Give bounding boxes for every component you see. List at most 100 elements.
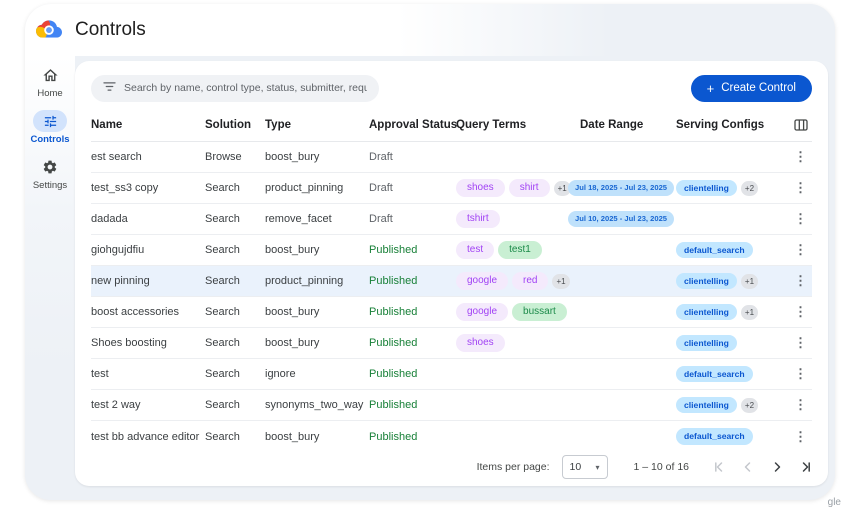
sidebar-item-home[interactable]: Home	[33, 64, 67, 99]
cell-actions: ⋮	[794, 242, 813, 258]
cell-serving-configs: default_search	[676, 241, 794, 259]
cell-type: product_pinning	[265, 182, 344, 194]
kebab-menu-icon[interactable]: ⋮	[794, 335, 807, 350]
items-per-page-select[interactable]: 10 ▾	[561, 455, 608, 479]
cell-query-terms: shoes	[456, 334, 580, 352]
cell-solution: Search	[205, 337, 240, 349]
query-term-chip: test	[456, 241, 495, 259]
cell-approval-status: Published	[369, 337, 456, 349]
tune-icon	[33, 110, 67, 132]
table-row[interactable]: test 2 way Search synonyms_two_way Publishe…	[91, 390, 812, 421]
more-count-badge: +1	[740, 304, 759, 320]
cell-name: test_ss3 copy	[91, 182, 159, 194]
table-row[interactable]: boost accessories Search boost_bury Publish…	[91, 297, 812, 328]
search-input[interactable]	[124, 82, 367, 94]
cell-type: product_pinning	[265, 275, 344, 287]
kebab-menu-icon[interactable]: ⋮	[794, 366, 807, 381]
column-header-name: Name	[91, 119, 123, 131]
table-row[interactable]: est search Browse boost_bury Draft ⋮	[91, 142, 812, 173]
previous-page-icon[interactable]	[742, 461, 754, 473]
status-text: Published	[369, 430, 418, 443]
query-term-chip: shirt	[508, 179, 550, 197]
cell-actions: ⋮	[794, 397, 813, 413]
table-row[interactable]: dadada Search remove_facet Draft tshirt Jul 1…	[91, 204, 812, 235]
table-body: est search Browse boost_bury Draft ⋮ test_ss3…	[91, 142, 812, 452]
first-page-icon[interactable]	[713, 461, 725, 473]
column-header-status: Approval Status	[369, 119, 458, 131]
cell-query-terms: google bussart	[456, 303, 580, 321]
cell-date-range: Jul 10, 2025 - Jul 23, 2025	[568, 211, 676, 227]
kebab-menu-icon[interactable]: ⋮	[794, 397, 807, 412]
query-term-chip: tshirt	[456, 210, 500, 228]
table-row[interactable]: new pinning Search product_pinning Publishe…	[91, 266, 812, 297]
kebab-menu-icon[interactable]: ⋮	[794, 180, 807, 195]
cell-actions: ⋮	[794, 211, 813, 227]
create-control-button[interactable]: + Create Control	[690, 74, 812, 102]
serving-config-chip: clientelling	[676, 396, 737, 414]
sidebar-item-settings[interactable]: Settings	[33, 156, 67, 191]
cell-solution: Search	[205, 368, 240, 380]
column-header-query: Query Terms	[456, 119, 527, 131]
cell-type: boost_bury	[265, 337, 320, 349]
cell-name: test	[91, 368, 109, 380]
cell-approval-status: Published	[369, 244, 456, 256]
cell-name: Shoes boosting	[91, 337, 167, 349]
column-header-type: Type	[265, 119, 291, 131]
cell-name: test bb advance editor	[91, 430, 200, 443]
kebab-menu-icon[interactable]: ⋮	[794, 428, 807, 444]
cell-actions: ⋮	[794, 366, 813, 382]
cell-query-terms: shoes shirt +1	[456, 179, 580, 197]
more-count-badge: +1	[740, 273, 759, 289]
query-term-chip: google	[456, 272, 509, 290]
cell-date-range: Jul 18, 2025 - Jul 23, 2025	[568, 180, 676, 196]
chevron-down-icon: ▾	[595, 462, 600, 472]
more-count-badge: +1	[553, 180, 571, 196]
kebab-menu-icon[interactable]: ⋮	[794, 149, 807, 164]
cell-solution: Search	[205, 213, 240, 225]
pagination-nav	[713, 461, 812, 473]
cell-actions: ⋮	[794, 429, 813, 445]
serving-config-chip: default_search	[676, 365, 753, 383]
page-title: Controls	[75, 19, 146, 40]
table-footer: Items per page: 10 ▾ 1 – 10 of 16	[91, 448, 812, 486]
sidebar-item-controls[interactable]: Controls	[30, 110, 70, 145]
table-row[interactable]: Shoes boosting Search boost_bury Published s…	[91, 328, 812, 359]
cell-type: remove_facet	[265, 213, 332, 225]
last-page-icon[interactable]	[800, 461, 812, 473]
table-row[interactable]: test_ss3 copy Search product_pinning Draft s…	[91, 173, 812, 204]
watermark-text: gle	[827, 497, 841, 508]
next-page-icon[interactable]	[771, 461, 783, 473]
kebab-menu-icon[interactable]: ⋮	[794, 211, 807, 226]
kebab-menu-icon[interactable]: ⋮	[794, 273, 807, 288]
kebab-menu-icon[interactable]: ⋮	[794, 304, 807, 319]
search-box[interactable]	[91, 74, 379, 102]
query-term-chip: test1	[498, 241, 542, 259]
status-text: Draft	[369, 151, 393, 163]
column-header-serving: Serving Configs	[676, 119, 765, 131]
column-picker-button[interactable]	[794, 119, 812, 131]
cell-name: est search	[91, 151, 142, 163]
table-header: Name Solution Type Approval Status Query Ter…	[91, 109, 812, 142]
filter-icon	[103, 79, 116, 97]
kebab-menu-icon[interactable]: ⋮	[794, 242, 807, 257]
cell-serving-configs: clientelling +2	[676, 396, 794, 414]
google-cloud-logo-icon	[35, 18, 62, 40]
cell-approval-status: Draft	[369, 213, 456, 225]
cell-solution: Search	[205, 306, 240, 318]
status-text: Published	[369, 337, 418, 349]
plus-icon: +	[706, 80, 715, 96]
cell-query-terms: test test1	[456, 241, 580, 259]
serving-config-chip: default_search	[676, 241, 753, 259]
create-control-label: Create Control	[721, 82, 796, 94]
status-text: Published	[369, 244, 418, 256]
status-text: Published	[369, 399, 418, 411]
table-row[interactable]: giohgujdfiu Search boost_bury Published test…	[91, 235, 812, 266]
table-row[interactable]: test Search ignore Published default_search ⋮	[91, 359, 812, 390]
serving-config-chip: default_search	[676, 428, 753, 445]
query-term-chip: bussart	[512, 303, 567, 321]
gear-icon	[33, 156, 67, 178]
table-row[interactable]: test bb advance editor Search boost_bury Pu…	[91, 421, 812, 452]
more-count-badge: +2	[740, 180, 759, 196]
status-text: Draft	[369, 182, 393, 194]
cell-serving-configs: clientelling +2	[676, 179, 794, 197]
